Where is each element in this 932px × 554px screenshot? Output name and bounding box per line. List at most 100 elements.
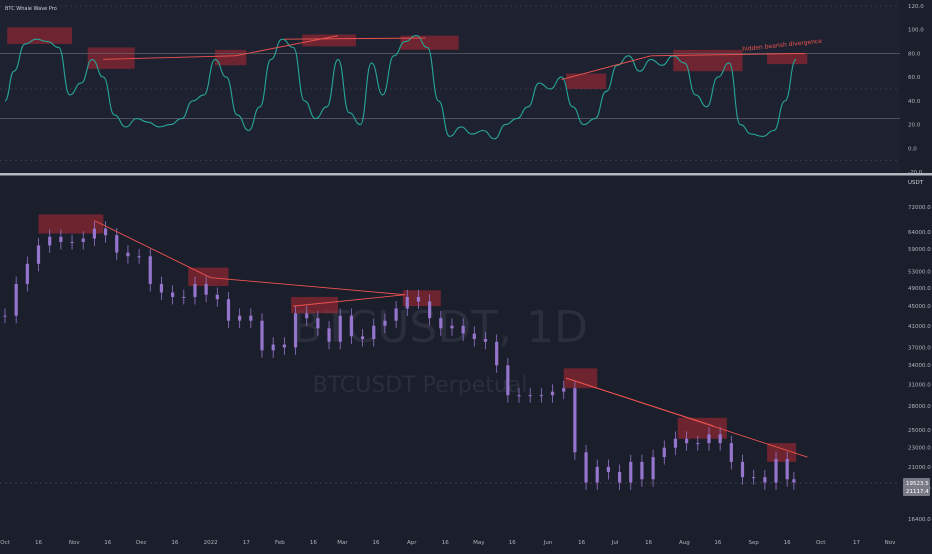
candle-body	[59, 236, 63, 242]
time-axis-label: 16	[645, 540, 652, 546]
candle-body	[226, 299, 231, 321]
candle-body	[115, 235, 119, 253]
price-highlight-box	[38, 214, 104, 234]
price-trend-line	[565, 377, 714, 427]
time-axis-label: Nov	[69, 540, 80, 546]
price-y-tick: 23000.0	[908, 446, 931, 452]
osc-divergence-line	[561, 55, 651, 80]
candle-body	[595, 466, 599, 483]
oscillator-pane-bg	[0, 0, 900, 172]
time-axis-label: May	[473, 540, 485, 546]
oscillator-line	[4, 35, 797, 140]
candle-body	[584, 452, 588, 483]
price-y-tick: 16400.0	[908, 517, 931, 523]
candle-body	[562, 388, 566, 392]
candle-body	[685, 438, 689, 444]
candle-body	[707, 434, 711, 444]
time-axis-label: 2022	[204, 540, 218, 546]
price-y-tick: 49000.0	[908, 286, 931, 292]
candle-body	[215, 294, 219, 300]
candle-body	[752, 477, 756, 479]
candle-body	[3, 315, 7, 317]
candle-body	[92, 228, 96, 239]
price-trend-lines	[94, 220, 808, 458]
candle-body	[36, 245, 41, 264]
candle-body	[416, 296, 421, 302]
candle-body	[238, 315, 242, 321]
time-axis-label: 16	[442, 540, 449, 546]
candle-body	[103, 228, 108, 236]
candle-body	[182, 296, 186, 298]
last-price-tag-bg	[903, 478, 930, 496]
candle-body	[70, 241, 74, 243]
osc-highlight-box	[767, 53, 808, 65]
time-axis-label: Jun	[543, 540, 553, 546]
price-y-tick: 45000.0	[908, 304, 931, 310]
osc-divergence-line	[103, 55, 236, 60]
candle-body	[305, 313, 309, 319]
time-axis-label: Aug	[679, 540, 690, 546]
osc-y-tick: 40.0	[908, 99, 921, 105]
candle-body	[550, 391, 555, 396]
candle-body	[14, 283, 18, 316]
oscillator-guides	[0, 5, 900, 161]
osc-y-tick: -20.0	[908, 170, 923, 176]
price-highlight-box	[677, 417, 727, 439]
candle-body	[483, 339, 488, 342]
time-axis-label: 16	[171, 540, 178, 546]
price-y-tick: 41000.0	[908, 324, 931, 330]
price-boxes	[38, 214, 797, 462]
candle-body	[740, 461, 745, 478]
axes: USDT 120.0100.080.060.040.020.00.0-20.0 …	[0, 4, 931, 546]
time-axis[interactable]: Oct 16 Nov 16 Dec 16 2022 17 Feb 16 Mar 16 Apr 16 May 1…	[0, 540, 896, 546]
price-trend-line	[210, 277, 406, 296]
candle-body	[617, 471, 622, 483]
candle-body	[696, 443, 700, 445]
candle-body	[428, 301, 432, 319]
candle-body	[349, 315, 354, 337]
osc-divergence-line	[284, 37, 426, 40]
price-highlight-box	[402, 290, 441, 307]
last-price-tag: 19523.5 21117.4	[903, 478, 930, 496]
candle-body	[439, 318, 443, 329]
candle-body	[271, 344, 275, 351]
price-y-tick: 37000.0	[908, 345, 931, 351]
candle-body	[461, 325, 465, 334]
time-axis-label: Jul	[611, 540, 619, 546]
candle-body	[763, 477, 767, 483]
candle-body	[528, 395, 532, 397]
time-axis-label: 16	[509, 540, 516, 546]
time-axis-label: 17	[243, 540, 250, 546]
osc-y-tick: 80.0	[908, 51, 921, 57]
candle-body	[81, 238, 85, 242]
pane-separator[interactable]	[0, 173, 932, 176]
candle-body	[394, 308, 398, 321]
time-axis-label: Sep	[748, 540, 759, 546]
candle-body	[792, 479, 796, 483]
oscillator-divergence-lines	[103, 35, 806, 80]
candle-body	[506, 365, 510, 396]
osc-y-tick: 120.0	[908, 4, 924, 10]
watermark-description: BTCUSDT Perpetual	[313, 373, 528, 398]
time-axis-label: Oct	[816, 540, 826, 546]
candle-body	[729, 443, 733, 462]
osc-highlight-box	[87, 47, 135, 69]
candle-body	[372, 325, 376, 340]
price-y-tick: 72000.0	[908, 205, 931, 211]
oscillator-title: BTC Whale Wave Pro	[5, 6, 57, 12]
osc-y-tick: 0.0	[908, 146, 917, 152]
osc-highlight-box	[215, 49, 247, 66]
candle-body	[718, 434, 722, 444]
candle-body	[785, 458, 789, 480]
osc-highlight-box	[7, 27, 73, 44]
oscillator-y-axis[interactable]: 120.0 100.0 80.0 60.0 40.0 20.0 0.0 -20.0	[908, 4, 924, 176]
oscillator-pane: BTC Whale Wave Pro hidden bearish diverg…	[0, 0, 900, 172]
last-price-value: 19523.5	[906, 481, 929, 487]
candle-body	[606, 466, 611, 472]
time-axis-label: Mar	[337, 540, 348, 546]
price-y-tick: 34000.0	[908, 363, 931, 369]
candle-body	[673, 438, 678, 448]
price-trend-line	[293, 294, 406, 307]
price-highlight-box	[291, 296, 338, 314]
